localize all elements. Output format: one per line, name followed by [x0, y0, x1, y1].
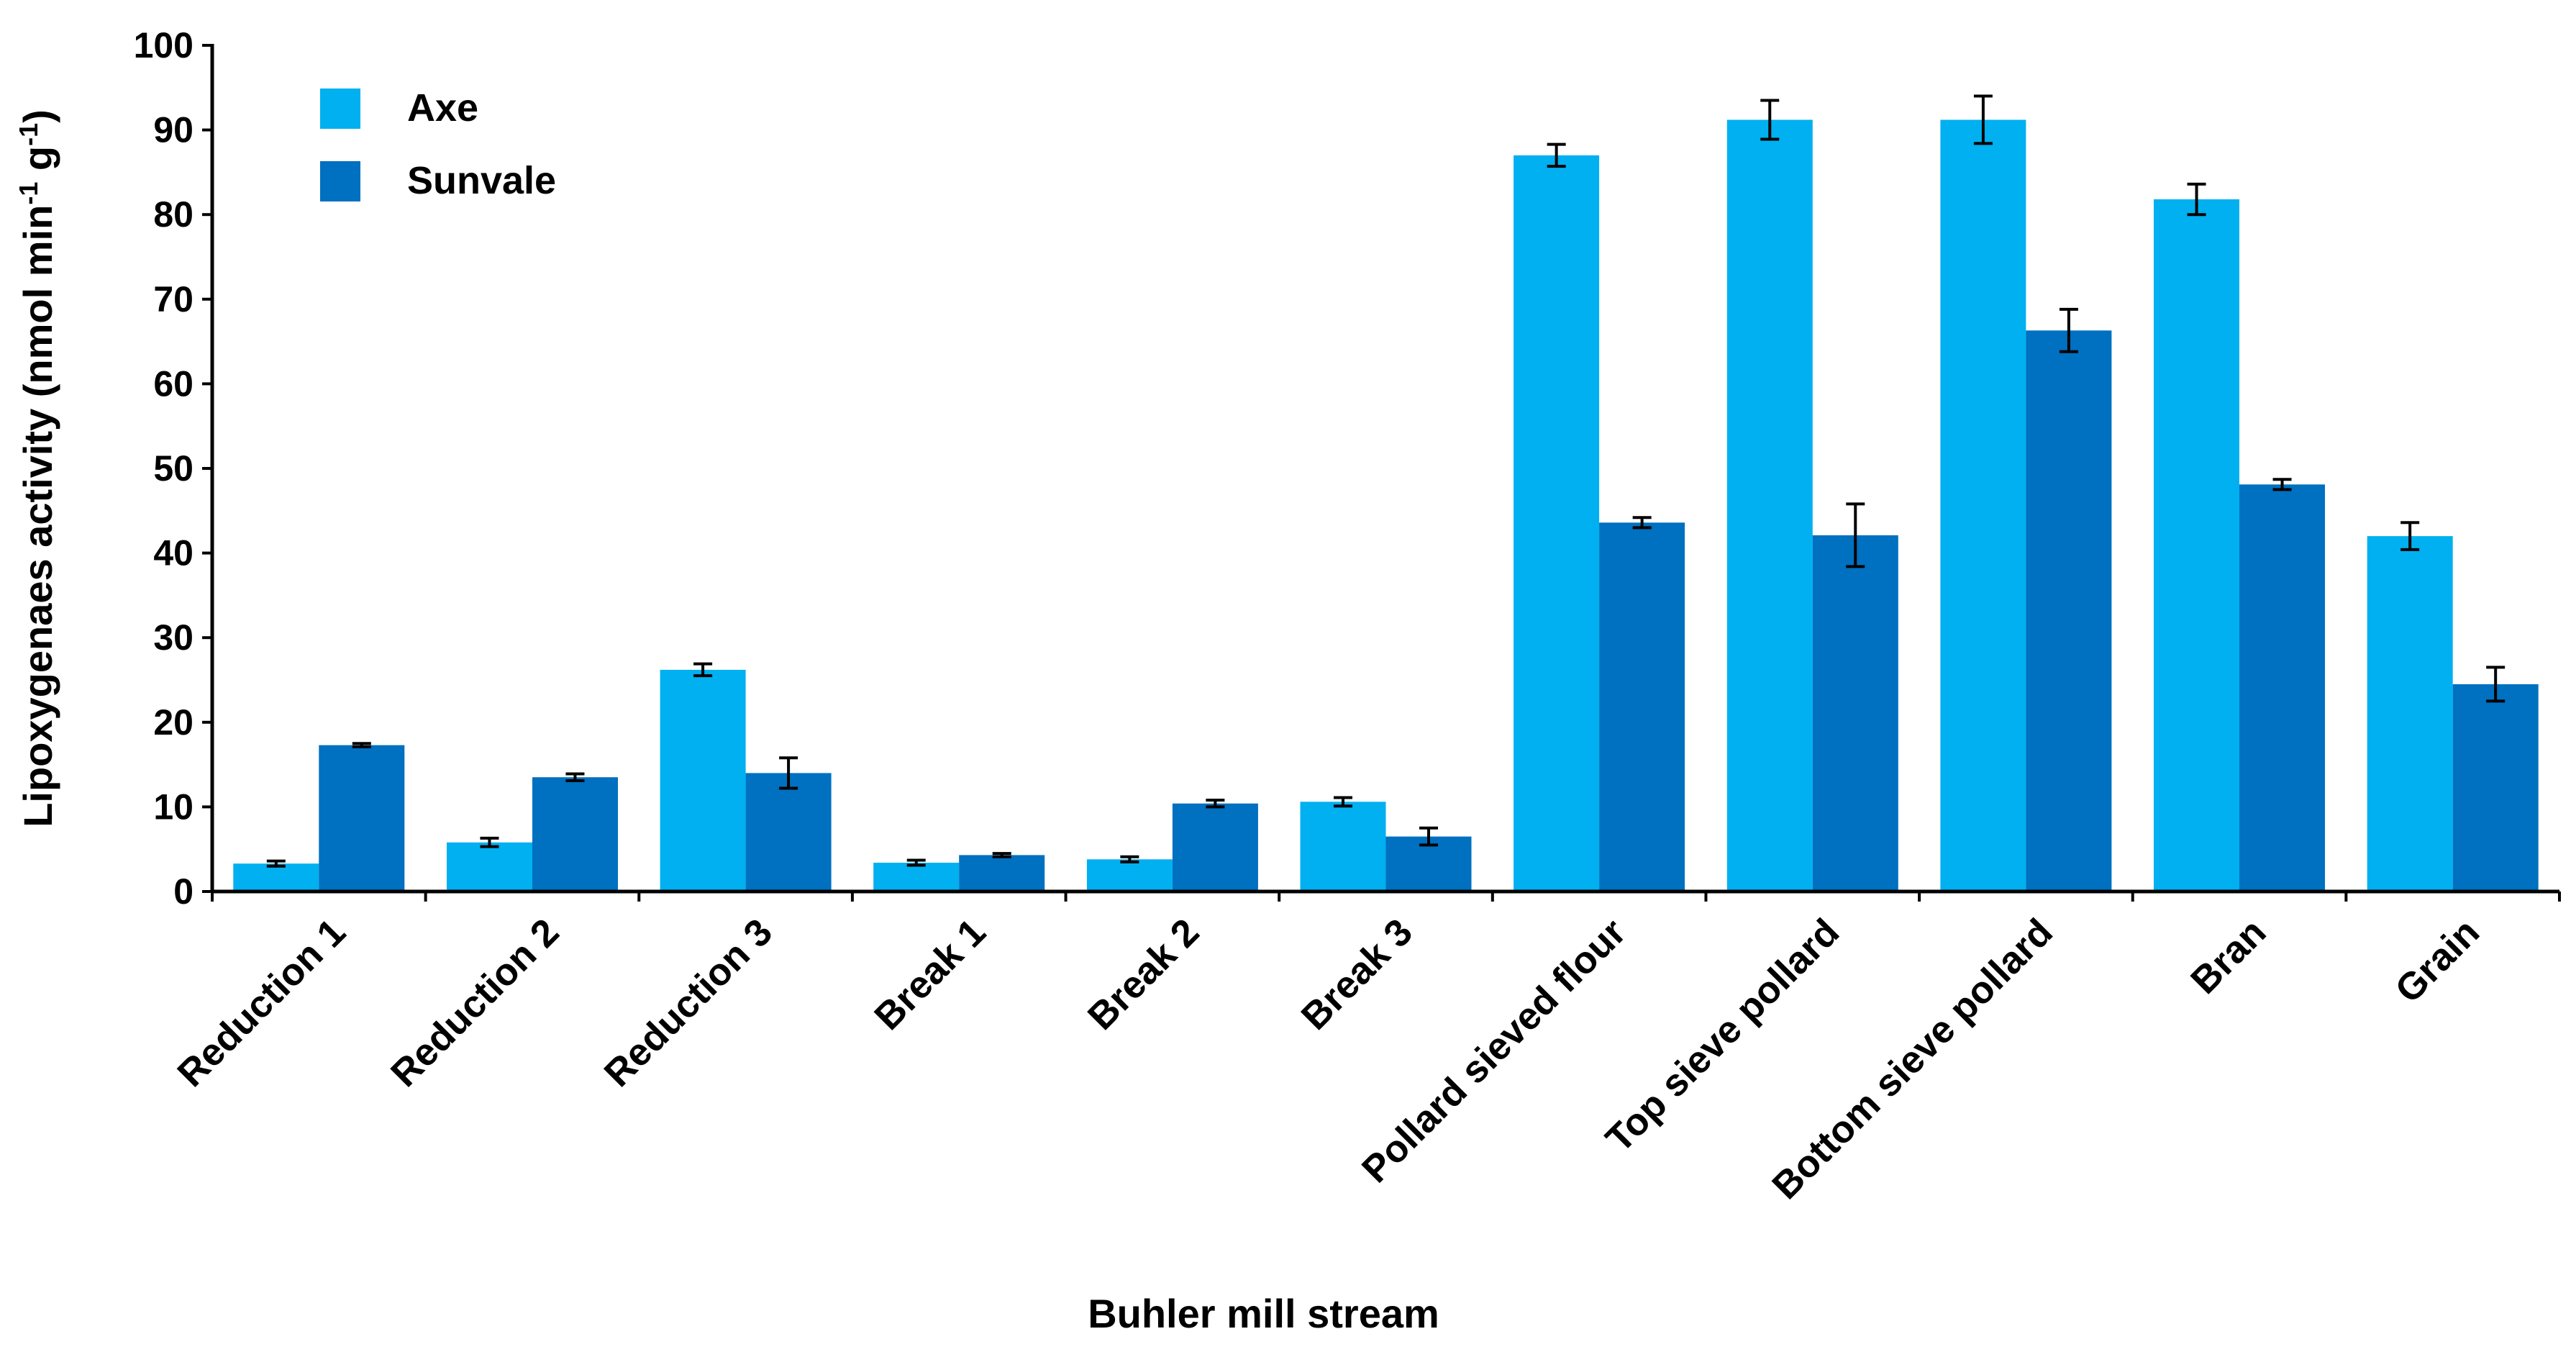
y-tick-label: 10 [153, 786, 194, 827]
legend: Axe Sunvale [320, 86, 556, 202]
bar-axe-3 [660, 669, 746, 891]
error-bar-axe-4 [906, 858, 926, 867]
bar-sunvale-4 [959, 855, 1045, 891]
bar-sunvale-5 [1172, 803, 1258, 891]
y-tick-label: 40 [153, 533, 194, 573]
error-bar-axe-5 [1120, 855, 1139, 863]
error-bar-sunvale-9 [2059, 307, 2078, 353]
legend-item-axe: Axe [320, 86, 478, 130]
y-tick-label: 80 [153, 194, 194, 235]
error-bar-sunvale-5 [1206, 798, 1225, 809]
bar-sunvale-9 [2026, 330, 2112, 891]
y-tick-label: 30 [153, 617, 194, 658]
bar-axe-8 [1726, 119, 1813, 891]
bar-axe-7 [1514, 155, 1600, 891]
error-bar-sunvale-11 [2486, 666, 2506, 703]
bar-axe-5 [1086, 859, 1173, 891]
x-category-label: Top sieve pollard [1598, 911, 1847, 1161]
x-category-label: Break 3 [1293, 911, 1421, 1038]
error-bar-sunvale-10 [2272, 478, 2292, 491]
y-tick-label: 20 [153, 702, 194, 743]
bar-sunvale-8 [1812, 535, 1898, 891]
y-axis-title-part: ) [15, 109, 60, 123]
error-bar-axe-10 [2187, 182, 2206, 217]
y-tick-label: 90 [153, 110, 194, 150]
error-bars-layer [266, 94, 2506, 868]
y-axis-title-part: g [15, 146, 60, 182]
legend-label-axe: Axe [407, 86, 478, 130]
legend-swatch-sunvale [320, 161, 360, 201]
y-axis-title-part: Lipoxygenaes activity (nmol min [15, 205, 60, 827]
error-bar-axe-11 [2400, 521, 2420, 551]
legend-swatch-axe [320, 89, 360, 129]
error-bar-sunvale-3 [779, 756, 798, 790]
y-tick-label: 100 [134, 25, 194, 65]
x-category-label: Grain [2388, 911, 2488, 1012]
error-bar-sunvale-6 [1419, 826, 1438, 847]
x-category-label: Bran [2183, 911, 2274, 1002]
bars-layer [233, 119, 2539, 891]
bar-sunvale-3 [745, 773, 832, 891]
error-bar-sunvale-1 [352, 742, 371, 748]
bar-axe-2 [447, 842, 532, 891]
x-category-label: Break 1 [867, 911, 994, 1038]
bar-sunvale-10 [2239, 484, 2325, 891]
x-category-label: Reduction 1 [170, 911, 354, 1095]
bar-axe-6 [1300, 802, 1386, 891]
error-bar-axe-9 [1973, 94, 1993, 145]
legend-item-sunvale: Sunvale [320, 159, 556, 202]
bar-axe-11 [2367, 536, 2453, 891]
error-bar-axe-3 [693, 662, 713, 678]
bar-sunvale-11 [2452, 684, 2539, 891]
error-bar-axe-2 [480, 836, 499, 848]
y-tick-label: 50 [153, 448, 194, 489]
bar-axe-10 [2154, 199, 2239, 891]
y-tick-label: 60 [153, 363, 194, 404]
error-bar-sunvale-2 [565, 772, 585, 782]
error-bar-sunvale-7 [1632, 516, 1652, 530]
y-axis-title-superscript: -1 [14, 182, 43, 205]
error-bar-axe-8 [1760, 99, 1780, 141]
error-bar-axe-7 [1547, 142, 1566, 168]
y-tick-label: 0 [173, 871, 194, 912]
x-category-label: Reduction 2 [383, 911, 567, 1095]
x-category-label: Break 2 [1080, 911, 1207, 1038]
bar-axe-9 [1940, 119, 2026, 891]
legend-label-sunvale: Sunvale [407, 159, 556, 202]
bar-sunvale-1 [319, 745, 405, 891]
y-tick-label: 70 [153, 279, 194, 319]
bar-sunvale-7 [1599, 522, 1685, 891]
error-bar-sunvale-8 [1846, 502, 1865, 568]
x-axis-title: Buhler mill stream [1088, 1291, 1439, 1336]
y-axis-title-superscript: -1 [14, 123, 43, 146]
error-bar-axe-1 [266, 859, 286, 868]
bar-axe-4 [873, 863, 960, 891]
x-category-label: Reduction 3 [596, 911, 780, 1095]
error-bar-axe-6 [1334, 796, 1352, 808]
bar-axe-1 [233, 863, 319, 891]
error-bar-sunvale-4 [992, 852, 1011, 858]
axes-layer [202, 44, 2561, 902]
bar-sunvale-2 [532, 777, 618, 891]
y-axis-title: Lipoxygenaes activity (nmol min-1 g-1) [14, 109, 61, 827]
